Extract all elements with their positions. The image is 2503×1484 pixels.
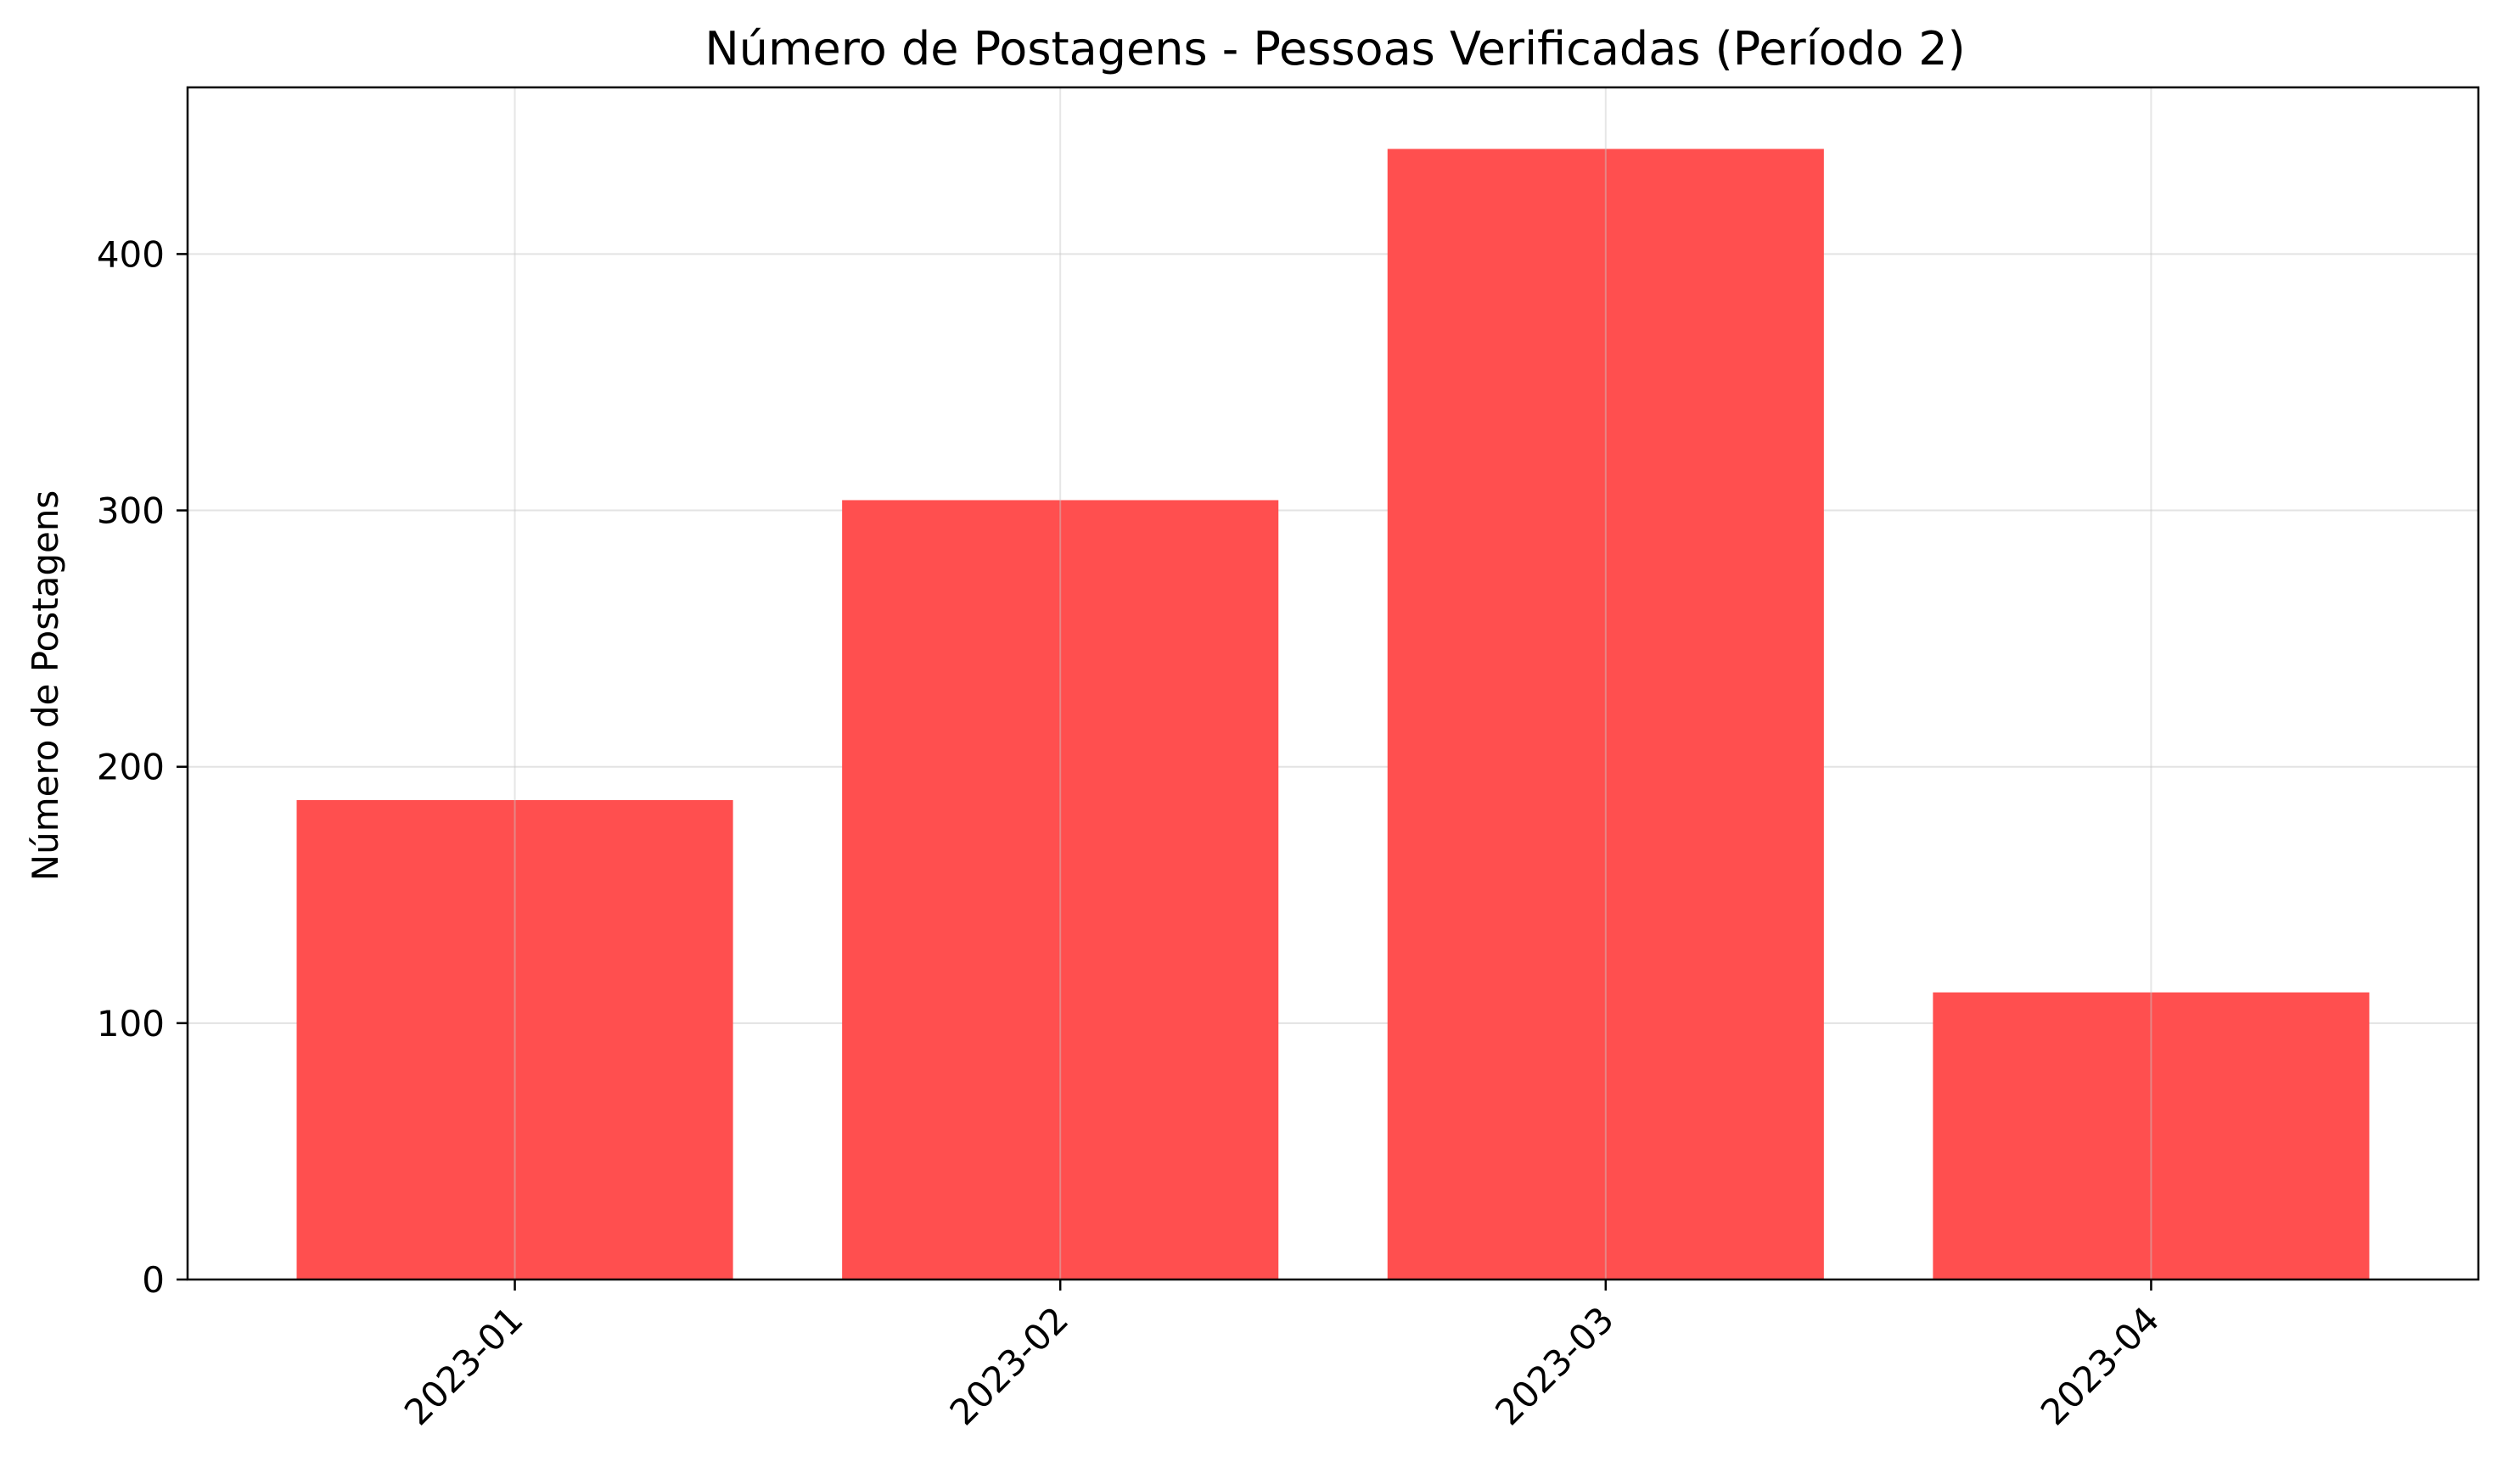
vertical-grid-lines <box>514 87 2152 1280</box>
bar-2023-01 <box>296 799 733 1280</box>
y-tick-label: 200 <box>97 747 165 788</box>
bar-2023-04 <box>1933 992 2370 1280</box>
bar-2023-03 <box>1387 148 1824 1280</box>
plot-frame <box>186 86 2480 1281</box>
bars <box>296 148 2370 1280</box>
y-tick-label: 0 <box>142 1259 165 1301</box>
y-tick-label: 300 <box>97 490 165 532</box>
bar-2023-02 <box>842 500 1279 1280</box>
chart-title: Número de Postagens - Pessoas Verificada… <box>704 22 1965 76</box>
axes <box>186 86 2480 1281</box>
y-axis-label: Número de Postagens <box>25 490 66 882</box>
y-tick-label: 100 <box>97 1003 165 1044</box>
y-tick-label: 400 <box>97 233 165 275</box>
